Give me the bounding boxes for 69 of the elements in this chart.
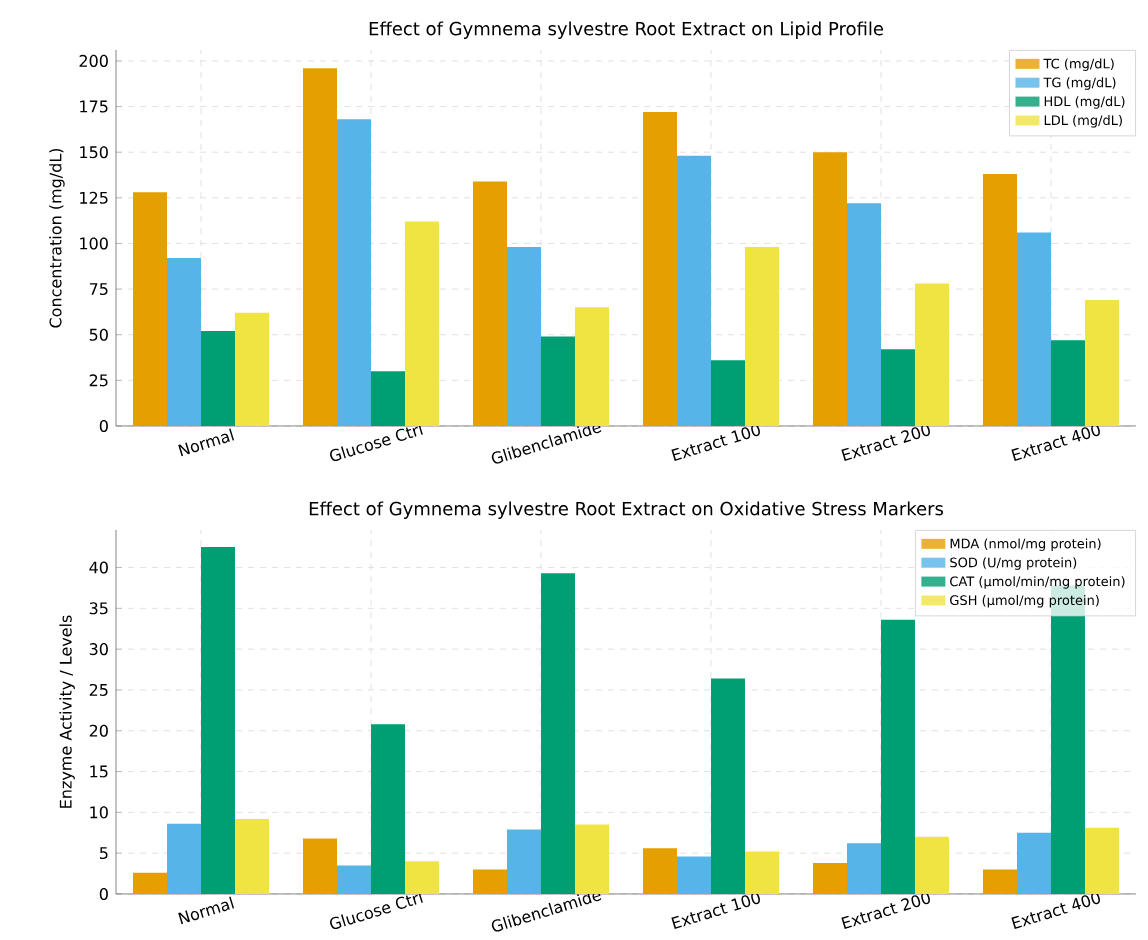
bar bbox=[676, 155, 711, 426]
bar bbox=[744, 851, 779, 894]
y-tick-label: 10 bbox=[90, 806, 108, 819]
y-tick-label: 125 bbox=[80, 191, 108, 204]
y-tick-label: 30 bbox=[89, 643, 108, 656]
bar bbox=[303, 68, 337, 426]
bar bbox=[473, 869, 507, 894]
bar bbox=[643, 112, 677, 426]
bar bbox=[235, 312, 269, 426]
bar bbox=[575, 307, 609, 426]
bar bbox=[371, 371, 405, 426]
bar bbox=[812, 152, 847, 426]
y-tick-label: 0 bbox=[99, 419, 108, 433]
y-tick-label: 15 bbox=[90, 765, 108, 778]
y-tick-label: 75 bbox=[89, 283, 108, 296]
bar bbox=[643, 848, 677, 894]
bar bbox=[914, 283, 949, 426]
bar bbox=[507, 247, 541, 426]
bar bbox=[540, 336, 575, 426]
bar bbox=[982, 174, 1017, 426]
bar bbox=[235, 818, 269, 894]
bar bbox=[1016, 232, 1051, 426]
bar bbox=[201, 331, 236, 426]
bar bbox=[1084, 827, 1119, 894]
y-tick-label: 25 bbox=[89, 374, 108, 387]
y-tick-label: 200 bbox=[79, 54, 108, 67]
bar bbox=[337, 865, 371, 894]
bar bbox=[405, 221, 439, 426]
bar bbox=[846, 843, 881, 894]
bar bbox=[133, 872, 167, 894]
bar bbox=[405, 861, 439, 894]
bar bbox=[303, 838, 337, 894]
bar bbox=[201, 547, 236, 894]
y-tick-label: 175 bbox=[80, 100, 108, 113]
y-tick-label: 0 bbox=[99, 887, 108, 901]
bar bbox=[371, 724, 405, 894]
y-tick-label: 50 bbox=[89, 328, 108, 341]
bar bbox=[1050, 340, 1085, 426]
bar bbox=[167, 823, 202, 894]
bar bbox=[880, 619, 915, 894]
y-tick-label: 150 bbox=[80, 146, 108, 159]
bar bbox=[676, 856, 711, 894]
bar bbox=[812, 862, 847, 894]
bar bbox=[710, 678, 745, 894]
bar bbox=[507, 829, 541, 894]
bar bbox=[1016, 832, 1051, 894]
y-tick-label: 5 bbox=[99, 847, 108, 860]
bar bbox=[982, 869, 1017, 894]
bar bbox=[133, 192, 167, 426]
y-axis-title: Concentration (mg/dL) bbox=[49, 148, 65, 328]
y-tick-label: 40 bbox=[89, 561, 108, 574]
bar bbox=[880, 349, 915, 426]
bar bbox=[914, 836, 949, 894]
bar bbox=[167, 258, 202, 426]
bar bbox=[710, 360, 745, 426]
y-tick-label: 35 bbox=[89, 602, 108, 615]
y-tick-label: 100 bbox=[80, 237, 108, 250]
bar bbox=[473, 181, 507, 426]
y-tick-label: 25 bbox=[89, 683, 108, 696]
bar bbox=[846, 203, 881, 426]
bar bbox=[540, 573, 575, 894]
chart-title: Effect of Gymnema sylvestre Root Extract on Oxidative Stress Markers bbox=[309, 501, 944, 519]
chart-title: Effect of Gymnema sylvestre Root Extract on Lipid Profile bbox=[369, 21, 884, 39]
bar bbox=[337, 119, 371, 426]
y-axis-title: Enzyme Activity / Levels bbox=[59, 615, 75, 808]
y-tick-label: 20 bbox=[89, 724, 108, 737]
bar bbox=[575, 824, 609, 894]
bar bbox=[744, 247, 779, 426]
bar bbox=[1084, 300, 1119, 426]
